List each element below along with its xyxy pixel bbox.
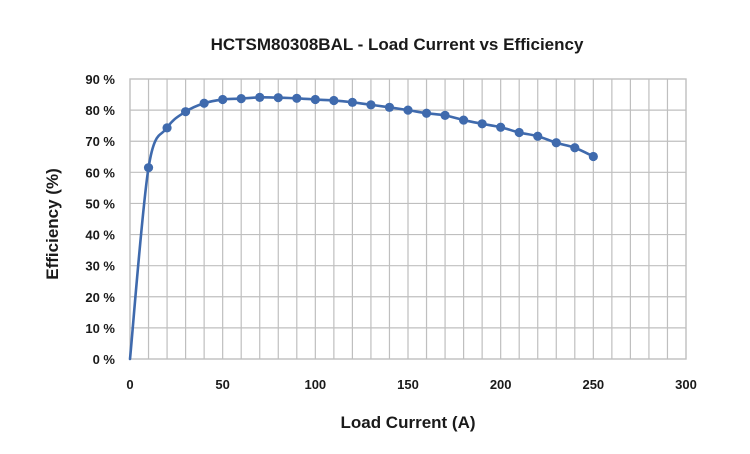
x-axis-title: Load Current (A)	[340, 413, 475, 432]
y-tick-label: 80 %	[85, 103, 115, 118]
y-tick-label: 0 %	[93, 352, 116, 367]
data-point	[143, 163, 154, 173]
data-point	[551, 138, 561, 148]
x-tick-label: 0	[126, 377, 133, 392]
y-tick-label: 40 %	[85, 228, 115, 243]
data-point	[273, 93, 283, 103]
data-point	[421, 108, 432, 118]
efficiency-line	[128, 96, 595, 361]
grid	[130, 79, 686, 359]
x-tick-label: 300	[675, 377, 697, 392]
data-point	[292, 93, 302, 103]
y-tick-label: 10 %	[85, 321, 115, 336]
data-point	[403, 105, 413, 115]
x-tick-label: 200	[490, 377, 512, 392]
data-point	[218, 94, 228, 105]
y-tick-label: 50 %	[85, 196, 115, 211]
data-point	[236, 94, 246, 104]
data-point	[459, 115, 469, 125]
data-point	[514, 127, 524, 138]
data-point	[588, 151, 598, 162]
y-axis-title: Efficiency (%)	[43, 168, 62, 279]
data-point	[477, 119, 487, 129]
y-tick-label: 90 %	[85, 72, 115, 87]
data-point	[366, 100, 376, 110]
data-point	[440, 110, 450, 120]
x-tick-label: 150	[397, 377, 419, 392]
data-point	[199, 98, 209, 108]
data-point	[384, 102, 395, 112]
data-point	[496, 122, 506, 132]
data-points	[143, 92, 598, 173]
data-point	[181, 107, 191, 117]
data-point	[255, 92, 265, 102]
y-tick-label: 30 %	[85, 259, 115, 274]
plot-frame	[129, 78, 687, 360]
data-point	[347, 97, 357, 107]
data-point	[329, 95, 339, 106]
y-tick-label: 20 %	[85, 290, 115, 305]
x-axis-ticks: 0 50 100 150 200 250 300	[126, 377, 696, 392]
data-point	[162, 123, 172, 133]
data-point	[533, 131, 543, 141]
x-tick-label: 250	[582, 377, 604, 392]
data-point	[570, 143, 580, 153]
data-point	[310, 94, 320, 105]
x-tick-label: 100	[304, 377, 326, 392]
y-axis-ticks: 0 % 10 % 20 % 30 % 40 % 50 % 60 % 70 % 80 % 90 %	[85, 72, 115, 367]
y-tick-label: 60 %	[85, 165, 115, 180]
y-tick-label: 70 %	[85, 134, 115, 149]
x-tick-label: 50	[215, 377, 229, 392]
chart-title: HCTSM80308BAL - Load Current vs Efficien…	[211, 35, 584, 54]
